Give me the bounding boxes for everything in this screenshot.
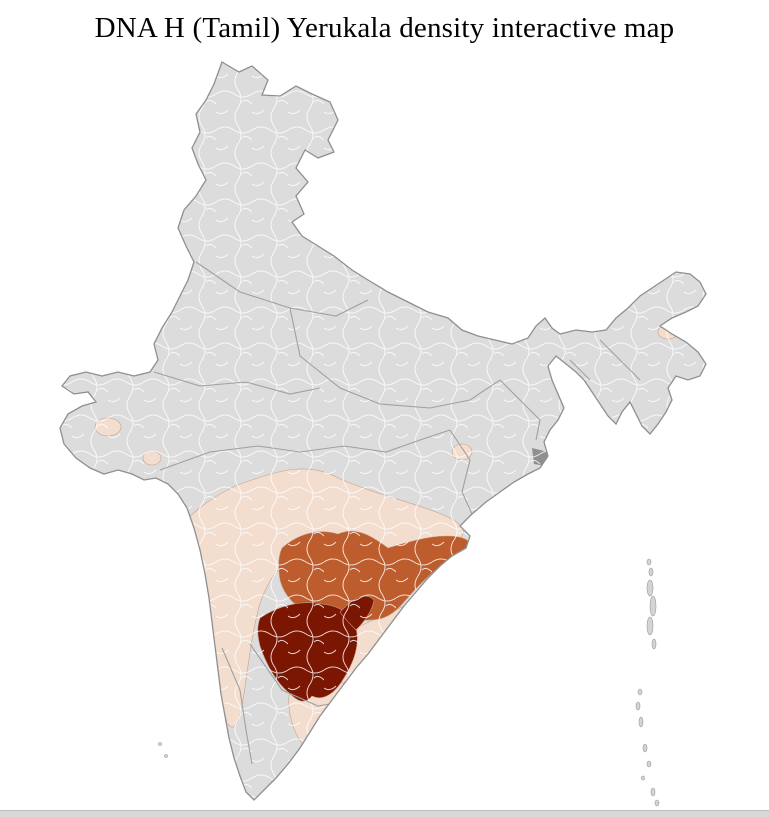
andaman-nicobar-islands[interactable]: [635, 558, 660, 807]
state-borders: [153, 261, 641, 765]
district-borders-mesh: [60, 62, 706, 800]
page-title: DNA H (Tamil) Yerukala density interacti…: [94, 12, 675, 44]
lakshadweep-islands[interactable]: [158, 742, 168, 758]
bottom-divider: [0, 810, 769, 817]
